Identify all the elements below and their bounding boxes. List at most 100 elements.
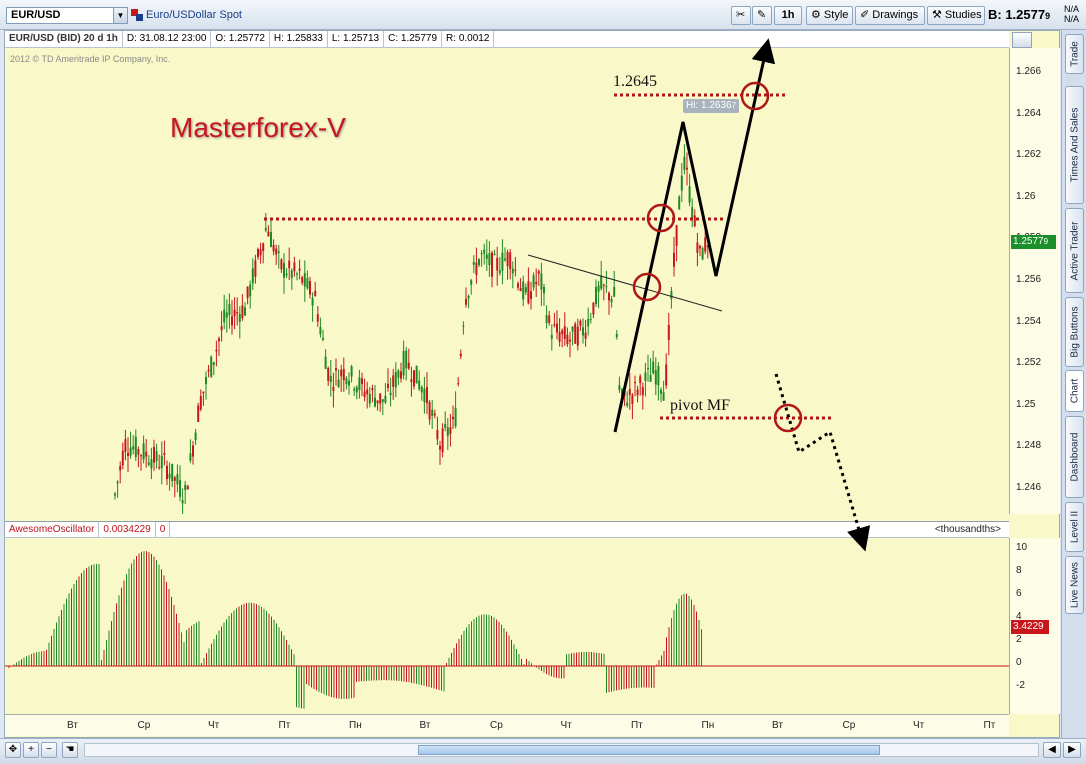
candle-body <box>444 423 447 428</box>
candle-body <box>579 320 582 326</box>
candle-body <box>652 361 655 374</box>
oscillator-chart[interactable] <box>5 538 1009 714</box>
candle-body <box>171 463 174 482</box>
price-chart[interactable] <box>5 48 1009 514</box>
oscillator-current-tag: 3.4229 <box>1011 620 1049 634</box>
side-tab-live-news[interactable]: Live News <box>1065 556 1084 614</box>
time-label: Ср <box>842 720 856 731</box>
scroll-right-icon[interactable]: ▶ <box>1063 742 1081 758</box>
time-label: Пт <box>278 720 291 731</box>
candle-body <box>537 271 540 274</box>
candle-body <box>493 254 496 256</box>
candle-body <box>192 445 194 457</box>
scroll-left-icon[interactable]: ◀ <box>1043 742 1061 758</box>
high-marker-suffix: 7 <box>731 101 737 110</box>
side-tab-trade[interactable]: Trade <box>1065 34 1084 74</box>
candle-body <box>706 244 709 248</box>
side-tab-big-buttons[interactable]: Big Buttons <box>1065 297 1084 367</box>
horizontal-scrollbar[interactable] <box>84 743 1039 757</box>
candle-body <box>566 334 569 345</box>
time-label: Пн <box>701 720 715 731</box>
candle-body <box>194 432 197 441</box>
chart-area[interactable] <box>4 30 1060 738</box>
side-tab-dashboard[interactable]: Dashboard <box>1065 416 1084 498</box>
candle-body <box>667 324 670 341</box>
candle-body <box>181 500 184 504</box>
candle-body <box>238 314 241 322</box>
side-tab-chart[interactable]: Chart <box>1065 370 1084 412</box>
candle-body <box>504 258 506 261</box>
symbol-lookup-icon[interactable] <box>131 9 143 21</box>
candle-body <box>636 389 639 396</box>
scrollbar-thumb[interactable] <box>418 745 880 755</box>
time-label: Ср <box>490 720 503 731</box>
zoom-out-icon[interactable]: − <box>41 742 57 758</box>
wrench-icon[interactable]: ✎ <box>752 6 772 25</box>
candle-body <box>384 395 387 403</box>
candle-body <box>465 298 467 305</box>
zoom-in-icon[interactable]: + <box>23 742 39 758</box>
symbol-input[interactable]: EUR/USD ▼ <box>6 7 128 24</box>
candle-body <box>160 455 163 469</box>
time-label: Вт <box>419 720 431 731</box>
candle-body <box>701 248 704 260</box>
candle-body <box>322 338 324 340</box>
side-tab-times-and-sales[interactable]: Times And Sales <box>1065 86 1084 204</box>
candle-body <box>121 450 124 466</box>
candle-body <box>506 251 509 267</box>
hand-icon[interactable]: ☚ <box>62 742 78 758</box>
candle-body <box>483 249 486 254</box>
candle-body <box>446 427 449 437</box>
candle-body <box>158 466 161 468</box>
oscillator-name[interactable]: AwesomeOscillator <box>5 522 100 538</box>
copyright-text: 2012 © TD Ameritrade IP Company, Inc. <box>10 54 171 64</box>
candle-body <box>114 493 116 496</box>
symbol-dropdown-icon[interactable]: ▼ <box>113 8 127 23</box>
side-tab-label: Times And Sales <box>1069 107 1080 183</box>
candle-body <box>228 303 231 316</box>
candle-body <box>553 324 556 326</box>
style-button[interactable]: ⚙ Style <box>806 6 853 25</box>
candle-body <box>231 316 233 326</box>
candle-body <box>189 453 192 461</box>
side-tab-label: Live News <box>1069 561 1080 609</box>
candle-body <box>215 349 218 352</box>
studies-button[interactable]: ⚒ Studies <box>927 6 985 25</box>
side-tab-level-ii[interactable]: Level II <box>1065 502 1084 552</box>
info-open: O: 1.25772 <box>211 31 270 48</box>
top-toolbar: EUR/USD ▼ Euro/USDollar Spot ✂ ✎ 1h ⚙ St… <box>0 0 1086 30</box>
tools-icon[interactable]: ✂ <box>731 6 751 25</box>
candle-body <box>244 307 246 316</box>
side-tab-bar: Trade Times And Sales Active Trader Big But… <box>1061 30 1086 738</box>
candle-body <box>558 332 561 342</box>
candle-body <box>129 447 132 456</box>
candle-body <box>371 388 374 391</box>
side-tab-label: Trade <box>1069 41 1080 67</box>
candle-body <box>621 389 623 397</box>
candle-body <box>496 257 499 271</box>
candle-body <box>335 368 337 371</box>
side-tab-active-trader[interactable]: Active Trader <box>1065 208 1084 293</box>
candle-body <box>405 350 408 369</box>
candle-body <box>223 309 226 323</box>
time-label: Чт <box>913 720 925 731</box>
time-label: Пт <box>983 720 996 731</box>
period-button[interactable]: 1h <box>774 6 802 25</box>
candle-body <box>134 436 137 458</box>
candle-body <box>358 377 361 391</box>
candle-body <box>571 326 574 332</box>
candle-body <box>264 228 267 231</box>
bid-price-main: B: 1.2577 <box>988 7 1046 22</box>
candle-body <box>332 386 335 391</box>
candle-body <box>288 260 291 269</box>
oscillator-tick: 10 <box>1016 542 1028 553</box>
drawings-button[interactable]: ✐ Drawings <box>855 6 925 25</box>
candle-body <box>368 393 371 404</box>
candle-body <box>301 277 304 283</box>
candle-body <box>397 370 400 378</box>
current-price-main: 1.2577 <box>1013 236 1044 247</box>
candle-body <box>381 399 384 402</box>
chart-settings-icon[interactable] <box>1012 32 1032 48</box>
move-icon[interactable]: ✥ <box>5 742 21 758</box>
